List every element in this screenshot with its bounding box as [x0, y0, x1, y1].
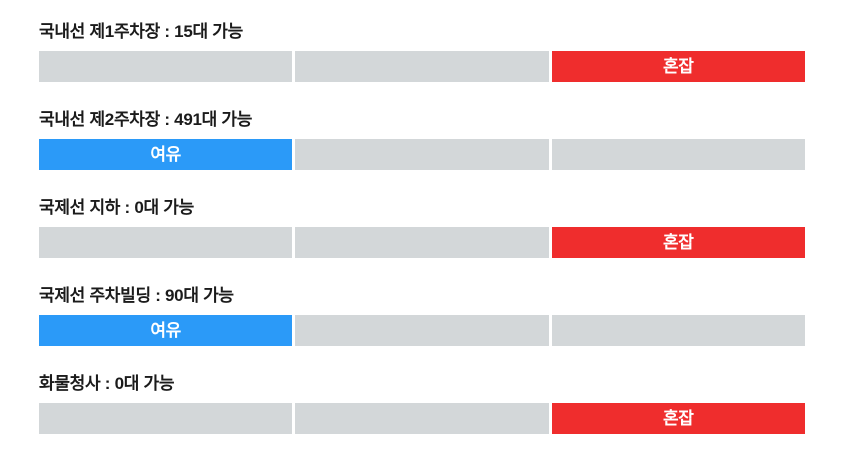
capacity-segment — [551, 139, 805, 170]
capacity-segment — [39, 51, 293, 82]
lot-title: 화물청사 : 0대 가능 — [39, 374, 175, 393]
status-badge: 혼잡 — [662, 409, 694, 428]
status-badge: 여유 — [150, 145, 181, 164]
capacity-segment: 혼잡 — [551, 403, 805, 434]
capacity-segment — [295, 227, 549, 258]
capacity-segment: 여유 — [39, 139, 293, 170]
capacity-segment — [295, 139, 549, 170]
status-badge: 혼잡 — [662, 233, 694, 252]
parking-lot-row: 국제선 주차빌딩 : 90대 가능 여유 — [39, 286, 805, 346]
status-badge: 여유 — [150, 321, 181, 340]
capacity-bar: 여유 — [39, 139, 805, 170]
capacity-segment — [295, 315, 549, 346]
lot-title: 국내선 제1주차장 : 15대 가능 — [39, 22, 243, 41]
capacity-bar: 여유 — [39, 315, 805, 346]
capacity-bar: 혼잡 — [39, 51, 805, 82]
parking-lot-row: 국제선 지하 : 0대 가능 혼잡 — [39, 198, 805, 258]
capacity-segment — [295, 403, 549, 434]
capacity-segment — [295, 51, 549, 82]
capacity-bar: 혼잡 — [39, 403, 805, 434]
lot-title: 국제선 주차빌딩 : 90대 가능 — [39, 286, 234, 305]
capacity-segment — [551, 315, 805, 346]
status-badge: 혼잡 — [662, 57, 694, 76]
parking-lot-row: 국내선 제1주차장 : 15대 가능 혼잡 — [39, 22, 805, 82]
parking-lot-row: 화물청사 : 0대 가능 혼잡 — [39, 374, 805, 434]
capacity-segment: 혼잡 — [551, 51, 805, 82]
lot-title: 국내선 제2주차장 : 491대 가능 — [39, 110, 253, 129]
lot-title: 국제선 지하 : 0대 가능 — [39, 198, 194, 217]
parking-status-list: 국내선 제1주차장 : 15대 가능 혼잡 국내선 제2주차장 : 491대 가… — [39, 22, 805, 434]
parking-lot-row: 국내선 제2주차장 : 491대 가능 여유 — [39, 110, 805, 170]
capacity-segment: 여유 — [39, 315, 293, 346]
capacity-bar: 혼잡 — [39, 227, 805, 258]
capacity-segment: 혼잡 — [551, 227, 805, 258]
capacity-segment — [39, 403, 293, 434]
capacity-segment — [39, 227, 293, 258]
